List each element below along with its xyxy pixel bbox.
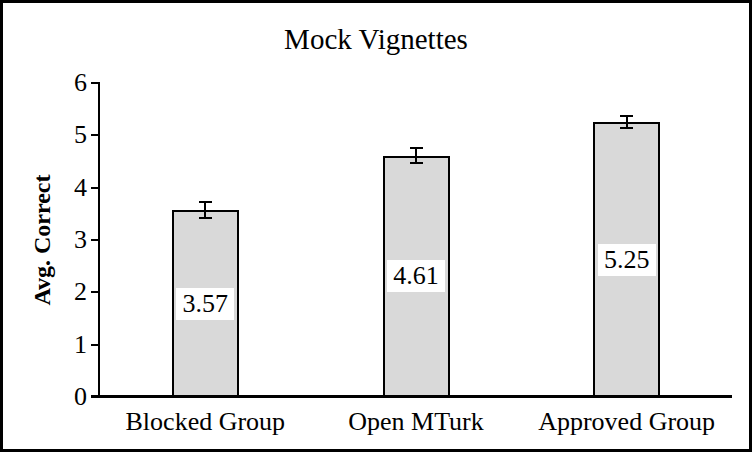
error-bar-cap-bottom	[410, 162, 423, 164]
bar-value-label: 3.57	[176, 288, 234, 320]
chart-title: Mock Vignettes	[3, 21, 749, 57]
y-tick-label: 2	[41, 276, 87, 308]
error-bar-line	[204, 202, 206, 218]
y-tick-label: 4	[41, 172, 87, 204]
error-bar-cap-top	[620, 115, 633, 117]
x-category-label: Open MTurk	[311, 405, 521, 439]
y-tick-label: 6	[41, 67, 87, 99]
error-bar-cap-bottom	[199, 217, 212, 219]
x-category-label: Blocked Group	[100, 405, 310, 439]
x-axis-line	[91, 395, 732, 398]
bar-value-label: 4.61	[387, 260, 445, 292]
error-bar-cap-bottom	[620, 127, 633, 129]
error-bar-line	[415, 148, 417, 163]
chart-frame: Mock Vignettes Avg. Correct 0123456 3.57…	[0, 0, 752, 452]
error-bar-cap-top	[199, 201, 212, 203]
y-tick-label: 1	[41, 329, 87, 361]
x-category-label: Approved Group	[522, 405, 732, 439]
y-axis-line	[98, 83, 100, 397]
error-bar-cap-top	[410, 147, 423, 149]
y-tick-label: 5	[41, 119, 87, 151]
y-tick-label: 3	[41, 224, 87, 256]
y-tick-label: 0	[41, 381, 87, 413]
bar-value-label: 5.25	[598, 244, 656, 276]
